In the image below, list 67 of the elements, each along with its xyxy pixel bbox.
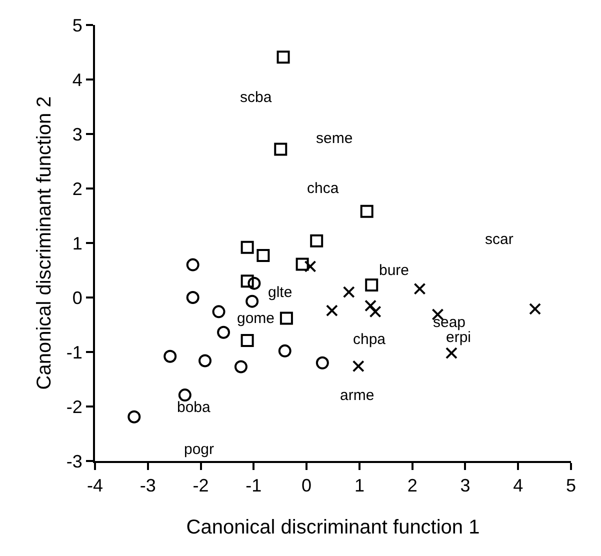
y-tick-label: -2: [66, 396, 82, 417]
annotation: chpa: [353, 331, 386, 348]
y-tick-label: 2: [72, 178, 82, 199]
point: [240, 274, 254, 288]
y-tick-label: 0: [72, 288, 82, 308]
annotation: gome: [237, 310, 275, 327]
x-axis-title: Canonical discriminant function 1: [186, 516, 480, 539]
x-tick-label: -2: [192, 476, 209, 496]
annotation: scar: [485, 231, 514, 248]
point: [304, 260, 316, 272]
point: [198, 354, 212, 368]
point: [164, 350, 177, 363]
point: [186, 258, 200, 272]
y-tick-label: 4: [72, 70, 82, 90]
point: [128, 410, 141, 424]
annotation: boba: [177, 399, 212, 416]
point: [248, 276, 261, 290]
annotation: erpi: [446, 329, 472, 346]
point: [178, 388, 192, 402]
point: [276, 50, 290, 64]
x-tick-label: 4: [513, 476, 524, 496]
point: [217, 326, 230, 339]
annotation: seap: [433, 314, 466, 331]
annotation: pogr: [184, 441, 214, 458]
y-tick-label: -1: [66, 342, 82, 362]
annotation: scba: [240, 89, 272, 106]
point: [280, 312, 293, 325]
y-axis-title: Canonical discriminant function 2: [33, 96, 56, 390]
point: [414, 282, 426, 295]
x-tick-label: -4: [86, 476, 104, 496]
point: [342, 286, 355, 298]
x-tick-label: -1: [246, 476, 262, 496]
annotation: bure: [379, 262, 410, 279]
point: [316, 356, 329, 370]
point: [365, 278, 378, 292]
x-tick-label: -3: [140, 476, 156, 496]
point: [240, 334, 254, 348]
point: [212, 305, 226, 318]
x-tick-label: 1: [354, 476, 364, 496]
annotation: seme: [316, 130, 353, 147]
annotation: glte: [268, 284, 292, 301]
y-tick-label: 5: [72, 15, 82, 36]
point: [326, 304, 338, 317]
point: [246, 294, 259, 308]
point: [278, 344, 292, 358]
point: [274, 142, 288, 156]
x-tick-label: 2: [407, 476, 418, 496]
point: [369, 306, 382, 318]
point: [296, 258, 309, 271]
x-tick-label: 5: [566, 476, 576, 496]
point: [364, 300, 377, 312]
y-tick-label: 1: [72, 233, 82, 254]
point: [445, 347, 458, 360]
point: [352, 360, 364, 372]
point: [529, 302, 542, 315]
point: [360, 204, 374, 218]
point: [240, 240, 254, 254]
point: [234, 360, 248, 374]
point: [256, 249, 270, 262]
annotation: arme: [340, 387, 374, 404]
y-tick-label: 3: [72, 124, 82, 144]
y-tick-label: -3: [66, 451, 82, 472]
annotation: chca: [307, 180, 340, 197]
point: [310, 234, 324, 248]
x-tick-label: 3: [460, 476, 470, 496]
x-tick-label: 0: [302, 476, 312, 496]
point: [186, 291, 200, 304]
